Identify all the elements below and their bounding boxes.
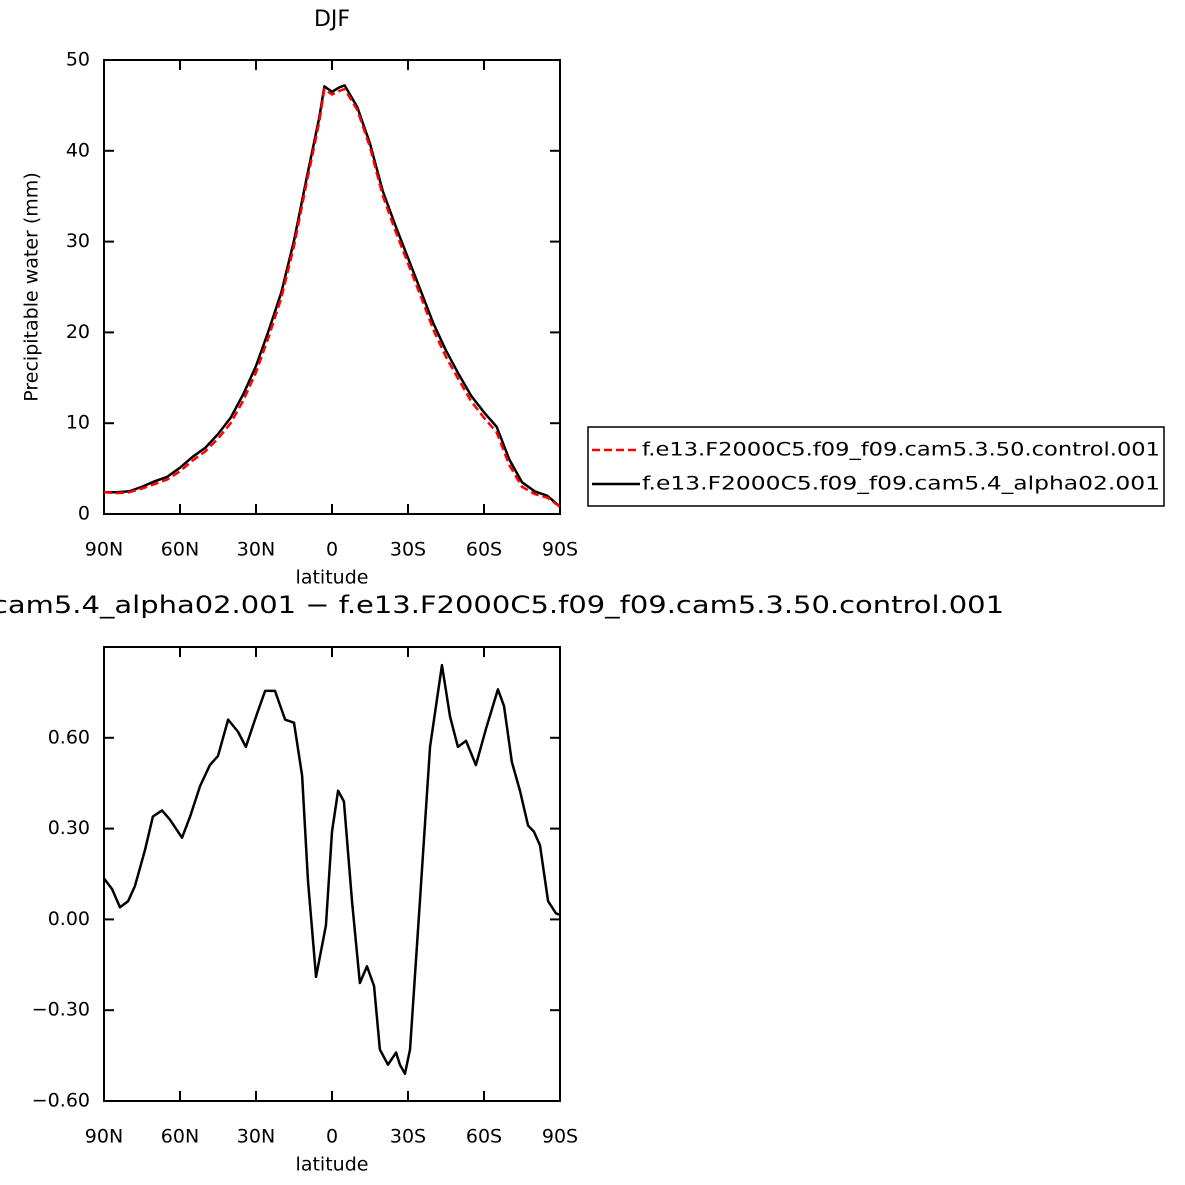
y-tick-label: 40 <box>66 139 90 161</box>
x-tick-label: 30N <box>237 539 275 561</box>
x-tick-label: 60N <box>161 1126 199 1148</box>
x-tick-label: 0 <box>326 539 338 561</box>
y-tick-label: 0 <box>78 503 90 525</box>
data-line <box>103 663 561 1076</box>
chart-title: DJF <box>314 7 350 32</box>
x-tick-label: 60S <box>466 539 502 561</box>
x-tick-label: 90S <box>542 1126 578 1148</box>
plot-frame <box>103 59 561 515</box>
x-tick-label: 60S <box>466 1126 502 1148</box>
x-tick-label: 0 <box>326 1126 338 1148</box>
y-tick-label: 50 <box>66 49 90 71</box>
y-tick-label: 30 <box>66 230 90 252</box>
legend-label: f.e13.F2000C5.f09_f09.cam5.4_alpha02.001 <box>642 473 1160 495</box>
data-line <box>103 87 561 508</box>
y-tick-label: −0.60 <box>32 1090 90 1112</box>
data-line <box>104 84 561 508</box>
x-tick-label: 90N <box>85 539 123 561</box>
x-tick-label: 30N <box>237 1126 275 1148</box>
chart-title: cam5.4_alpha02.001 − f.e13.F2000C5.f09_f… <box>0 591 1004 619</box>
y-tick-label: −0.30 <box>32 999 90 1021</box>
y-tick-label: 0.60 <box>48 726 90 748</box>
legend-box <box>587 426 1165 507</box>
y-tick-label: 20 <box>66 321 90 343</box>
x-tick-label: 90S <box>542 539 578 561</box>
x-tick-label: 30S <box>390 1126 426 1148</box>
x-axis-label: latitude <box>296 567 369 589</box>
y-axis-label: Precipitable water (mm) <box>21 172 43 401</box>
x-axis-label: latitude <box>296 1154 369 1176</box>
x-tick-label: 30S <box>390 539 426 561</box>
y-tick-label: 10 <box>66 412 90 434</box>
x-tick-label: 90N <box>85 1126 123 1148</box>
y-tick-label: 0.30 <box>48 817 90 839</box>
plot-frame <box>103 646 561 1102</box>
legend-label: f.e13.F2000C5.f09_f09.cam5.3.50.control.… <box>642 439 1160 461</box>
x-tick-label: 60N <box>161 539 199 561</box>
y-tick-label: 0.00 <box>48 908 90 930</box>
